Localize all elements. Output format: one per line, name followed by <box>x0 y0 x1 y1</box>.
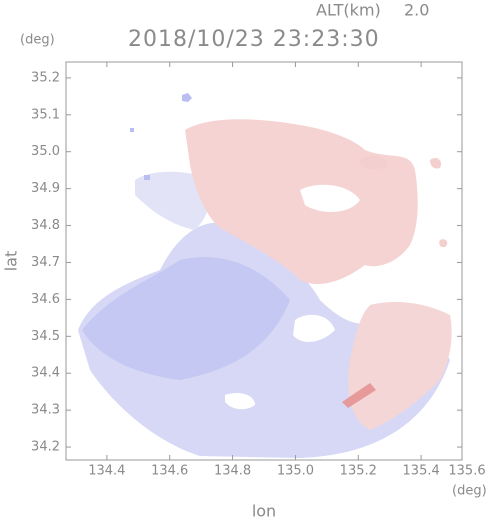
echo-blue-upper <box>135 171 210 230</box>
radar-echo <box>78 93 452 458</box>
x-tick-label: 134.6 <box>151 464 188 479</box>
echo-blue-dark <box>82 256 290 380</box>
echo-speckle <box>130 93 192 180</box>
x-tick-label: 135.0 <box>277 464 314 479</box>
y-tick-label: 34.8 <box>31 218 60 233</box>
echo-red-east <box>348 302 452 430</box>
altitude-value: 2.0 <box>404 1 429 20</box>
x-tick-label: 134.4 <box>88 464 125 479</box>
echo-fringe <box>360 155 448 248</box>
y-tick-label: 34.2 <box>31 440 60 455</box>
y-tick-label: 34.7 <box>31 255 60 270</box>
echo-gap <box>225 184 360 410</box>
y-tick-label: 35.0 <box>31 144 60 159</box>
y-tick-label: 34.9 <box>31 181 60 196</box>
y-tick-label: 35.2 <box>31 70 60 85</box>
y-tick-label: 34.5 <box>31 329 60 344</box>
y-tick-label: 34.4 <box>31 366 60 381</box>
x-tick-label: 134.8 <box>214 464 251 479</box>
y-tick-label: 34.3 <box>31 403 60 418</box>
x-tick-label: 135.4 <box>403 464 440 479</box>
x-axis-label: lon <box>252 502 276 521</box>
timestamp: 2018/10/23 23:23:30 <box>128 27 380 52</box>
y-unit: (deg) <box>20 33 55 48</box>
x-tick-label: 135.6 <box>448 464 485 479</box>
y-tick-label: 34.6 <box>31 292 60 307</box>
altitude-label: ALT(km) <box>316 1 381 20</box>
echo-red-core <box>342 383 376 408</box>
x-unit: (deg) <box>452 484 487 499</box>
y-tick-label: 35.1 <box>31 107 60 122</box>
echo-red <box>185 119 418 285</box>
y-axis-label: lat <box>2 251 21 272</box>
x-tick-label: 135.2 <box>340 464 377 479</box>
plot-frame <box>65 61 463 461</box>
